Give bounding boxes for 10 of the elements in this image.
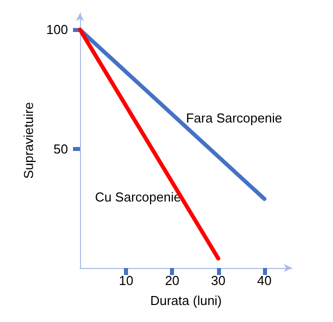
series-label: Cu Sarcopenie <box>94 189 181 204</box>
y-tick-label: 50 <box>54 141 68 156</box>
x-tick-label: 30 <box>211 273 226 288</box>
series-label: Fara Sarcopenie <box>186 110 282 126</box>
x-tick-label: 10 <box>118 273 134 288</box>
x-axis-title: Durata (luni) <box>150 293 222 308</box>
y-tick-label: 100 <box>46 22 68 38</box>
y-axis-title: Supravietuire <box>21 102 36 179</box>
x-tick-label: 40 <box>257 273 272 288</box>
x-tick-label: 20 <box>164 273 180 288</box>
